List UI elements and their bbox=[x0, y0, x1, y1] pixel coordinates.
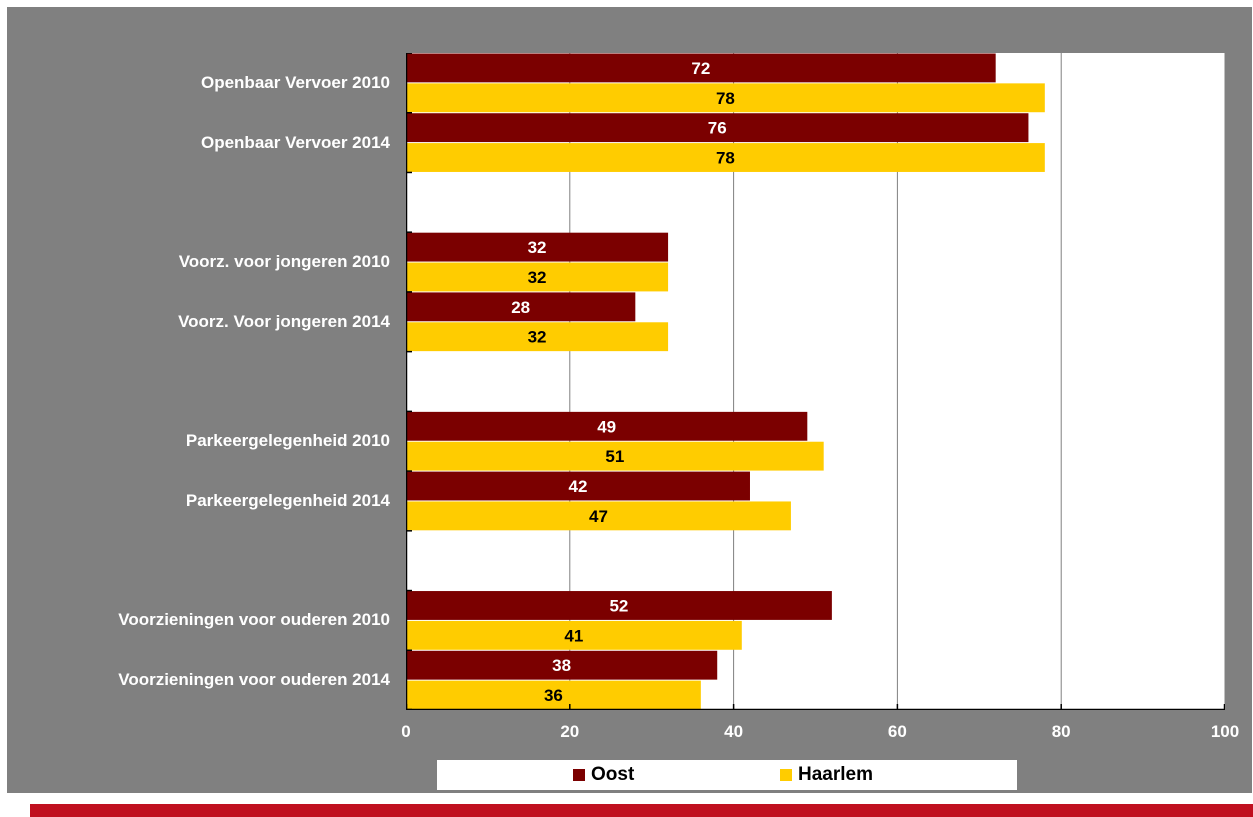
legend-label-oost: Oost bbox=[591, 764, 635, 785]
category-label: Openbaar Vervoer 2014 bbox=[200, 132, 390, 152]
x-tick-label-0: 0 bbox=[401, 722, 411, 741]
data-label-haarlem-0: 78 bbox=[716, 89, 735, 108]
bar-oost-1 bbox=[406, 113, 1029, 143]
category-label: Voorz. Voor jongeren 2014 bbox=[178, 311, 390, 331]
data-label-haarlem-9: 41 bbox=[564, 626, 583, 645]
data-label-haarlem-4: 32 bbox=[528, 328, 547, 347]
bar-haarlem-6 bbox=[406, 441, 824, 471]
bar-oost-7 bbox=[406, 471, 750, 501]
category-label: Voorzieningen voor ouderen 2014 bbox=[118, 670, 390, 690]
x-tick-label-60: 60 bbox=[887, 722, 907, 741]
bar-haarlem-1 bbox=[406, 143, 1045, 172]
bar-oost-10 bbox=[406, 650, 718, 680]
category-label: Voorzieningen voor ouderen 2010 bbox=[118, 610, 390, 630]
x-tick-label-40: 40 bbox=[724, 722, 744, 741]
plot-area: 72 78 76 78 32 32 28 32 49 51 42 47 52 41 38 36 bbox=[406, 53, 1225, 710]
data-label-oost-1: 76 bbox=[708, 119, 727, 138]
legend-item-oost: Oost bbox=[573, 764, 634, 786]
data-label-oost-3: 32 bbox=[528, 238, 547, 257]
legend-swatch-oost bbox=[573, 769, 585, 781]
data-label-oost-7: 42 bbox=[569, 477, 588, 496]
data-label-oost-9: 52 bbox=[609, 596, 628, 615]
bottom-rule bbox=[30, 804, 1253, 817]
data-label-haarlem-6: 51 bbox=[605, 447, 624, 466]
category-label: Voorz. voor jongeren 2010 bbox=[178, 252, 390, 272]
x-tick-label-100: 100 bbox=[1210, 722, 1240, 741]
bar-oost-4 bbox=[406, 292, 636, 322]
category-label: Openbaar Vervoer 2010 bbox=[200, 72, 390, 92]
data-label-haarlem-3: 32 bbox=[528, 268, 547, 287]
legend: Oost Haarlem bbox=[437, 760, 1017, 790]
chart-panel: 72 78 76 78 32 32 28 32 49 51 42 47 52 41 38 36 Openbaa… bbox=[7, 7, 1252, 793]
legend-label-haarlem: Haarlem bbox=[798, 764, 873, 785]
bar-oost-3 bbox=[406, 232, 669, 262]
data-label-oost-4: 28 bbox=[511, 298, 530, 317]
bar-haarlem-10 bbox=[406, 680, 701, 710]
bar-haarlem-7 bbox=[406, 501, 791, 531]
legend-swatch-haarlem bbox=[780, 769, 792, 781]
data-label-oost-6: 49 bbox=[597, 417, 616, 436]
bar-haarlem-0 bbox=[406, 83, 1045, 113]
data-label-haarlem-10: 36 bbox=[544, 686, 563, 705]
data-label-haarlem-7: 47 bbox=[589, 507, 608, 526]
x-tick-label-80: 80 bbox=[1051, 722, 1071, 741]
bar-oost-0 bbox=[406, 53, 996, 83]
bar-oost-9 bbox=[406, 591, 832, 620]
x-tick-label-20: 20 bbox=[560, 722, 580, 741]
bar-haarlem-4 bbox=[406, 322, 669, 352]
data-label-haarlem-1: 78 bbox=[716, 149, 735, 168]
data-label-oost-10: 38 bbox=[552, 656, 571, 675]
bar-haarlem-9 bbox=[406, 620, 742, 650]
bar-haarlem-3 bbox=[406, 262, 669, 292]
legend-item-haarlem: Haarlem bbox=[780, 764, 873, 786]
data-label-oost-0: 72 bbox=[691, 59, 710, 78]
category-label: Parkeergelegenheid 2010 bbox=[185, 431, 390, 451]
category-label: Parkeergelegenheid 2014 bbox=[185, 490, 390, 510]
bar-oost-6 bbox=[406, 411, 808, 441]
